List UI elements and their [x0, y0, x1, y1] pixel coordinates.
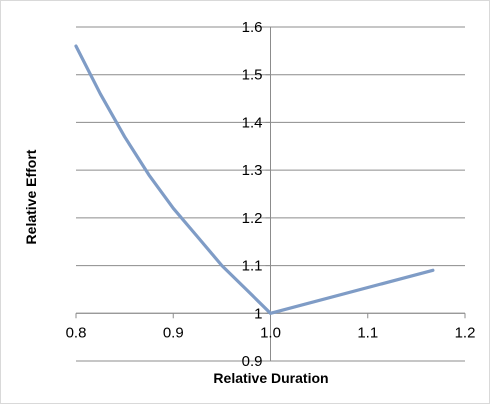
x-axis-title: Relative Duration — [213, 370, 328, 386]
y-tick-label-6: 1.5 — [242, 67, 263, 84]
series-lines — [74, 44, 435, 315]
y-tick-label-3: 1.2 — [242, 210, 263, 227]
y-tick-label-2: 1.1 — [242, 258, 263, 275]
y-tick-label-7: 1.6 — [242, 19, 263, 36]
tick-labels: 0.9 1 1.1 1.2 1.3 1.4 1.5 1.6 0.8 0.9 1.0 1.1 1.2 — [66, 19, 476, 370]
y-axis-title: Relative Effort — [23, 149, 39, 244]
y-tick-label-1: 1 — [254, 305, 262, 322]
y-tick-label-0: 0.9 — [242, 353, 263, 370]
x-tick-label-3: 1.1 — [357, 324, 378, 341]
x-tick-label-0: 0.8 — [66, 324, 87, 341]
y-tick-label-4: 1.3 — [242, 162, 263, 179]
x-tick-label-2: 1.0 — [260, 324, 281, 341]
x-tick-label-4: 1.2 — [455, 324, 476, 341]
x-tick-label-1: 0.9 — [163, 324, 184, 341]
series-line-0 — [74, 44, 435, 315]
axes — [75, 26, 466, 362]
y-tick-label-5: 1.4 — [242, 114, 263, 131]
